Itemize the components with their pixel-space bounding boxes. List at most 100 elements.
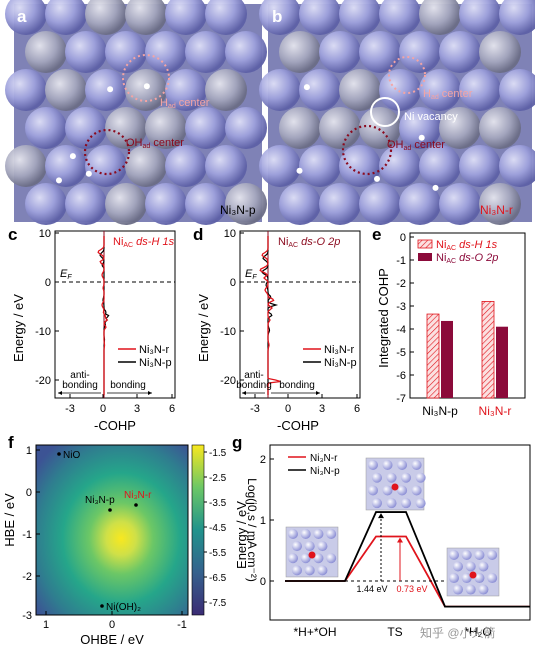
legend-swatch-o2p	[418, 253, 432, 261]
thumb-atom	[382, 460, 393, 470]
atom	[205, 145, 247, 187]
ytick-label-d: 0	[230, 277, 236, 289]
thumb-atom	[487, 550, 498, 560]
atom	[499, 145, 535, 187]
h-atom	[107, 86, 114, 93]
thumb-oxygen	[469, 571, 477, 579]
cohp-curve-r-c	[97, 236, 109, 395]
ytick-label-e: -1	[396, 255, 406, 267]
thumb-oxygen	[308, 551, 316, 559]
structure-thumb-final	[446, 547, 500, 597]
thumb-atom	[288, 529, 298, 539]
legend-h1s-e: NiAC ds-H 1s	[436, 239, 498, 252]
xtick-label-f: 1	[43, 619, 49, 631]
point-label-ni3n-p: Ni₃N-p	[85, 495, 115, 506]
ytick-label-e: -3	[396, 301, 406, 313]
thumb-atom	[461, 550, 472, 560]
h-atom	[418, 134, 425, 141]
had-center-ring-a	[122, 54, 170, 102]
panel-c: c Energy / eV -3 0 3 6 10 0 -10 -20 EF NiAC ds-…	[8, 225, 176, 433]
atom	[165, 145, 207, 187]
thumb-atom	[313, 529, 324, 539]
panel-label-d: d	[193, 225, 203, 244]
barrier-arrowhead-r	[397, 537, 403, 543]
legend-r-d: Ni₃N-r	[324, 344, 354, 356]
panel-label-e: e	[372, 225, 381, 244]
bonding-label-d: bonding	[279, 380, 315, 391]
atom	[145, 183, 187, 225]
cbtick-label: -6.5	[209, 573, 227, 584]
anti-bonding-label-c: bonding	[62, 380, 98, 391]
bar-h1s-1	[481, 300, 495, 399]
structure-thumb-ts	[365, 457, 426, 511]
bar-o2p-1	[496, 326, 508, 398]
panel-label-g: g	[232, 433, 242, 452]
atom	[205, 0, 247, 35]
anti-arrowhead-d	[242, 391, 246, 395]
atom	[459, 145, 501, 187]
atom	[25, 183, 67, 225]
atom	[319, 31, 361, 73]
thumb-atom	[411, 485, 422, 496]
atom	[299, 145, 341, 187]
thumb-atom	[313, 553, 324, 564]
atom	[459, 69, 501, 111]
ytick-label-g: 1	[260, 515, 266, 527]
xtick-label-c: 6	[169, 403, 175, 415]
ytick-label-f: -1	[22, 529, 32, 541]
thumb-atom	[368, 460, 378, 470]
h-atom	[69, 153, 76, 160]
thumb-atom	[372, 498, 382, 509]
xtick-label-c: -3	[65, 403, 75, 415]
cohp-curve-r-d	[259, 236, 281, 395]
had-center-label-b: Had center	[423, 88, 473, 101]
xtick-label-d: 3	[319, 403, 325, 415]
atom	[359, 31, 401, 73]
xlabel-f: OHBE / eV	[80, 632, 144, 647]
atom	[85, 69, 127, 111]
ylabel-c: Energy / eV	[11, 294, 26, 362]
point-nio	[57, 452, 61, 456]
atom	[299, 69, 341, 111]
legend-title-c: NiAC ds-H 1s	[113, 236, 175, 249]
atom	[225, 107, 267, 149]
thumb-atom	[397, 485, 408, 496]
thumb-atom	[415, 498, 426, 509]
atom	[65, 31, 107, 73]
ytick-label-e: -4	[396, 324, 406, 336]
ylabel-e: Integrated COHP	[376, 268, 391, 368]
thumb-atom	[453, 584, 463, 595]
thumb-atom	[411, 460, 422, 470]
cbtick-label: -3.5	[209, 498, 227, 509]
ylabel-f: HBE / eV	[2, 493, 17, 547]
ytick-label-f: -3	[22, 610, 32, 622]
thumb-atom	[465, 584, 476, 595]
atom	[479, 183, 521, 225]
atom	[65, 183, 107, 225]
ohad-center-ring-a	[83, 128, 131, 176]
cbtick-label: -5.5	[209, 548, 227, 559]
atom	[259, 0, 301, 35]
thumb-atom	[397, 460, 408, 470]
xtick-final: *H₂O	[464, 625, 491, 639]
panel-label-c: c	[8, 225, 17, 244]
atom	[419, 69, 461, 111]
panel-f: f HBE / eV 1 0 -1 1 0 -1 -2 -3 -1.5 -2.5 -3.5 -4.5…	[2, 433, 259, 647]
atom	[279, 31, 321, 73]
thumb-atom	[386, 498, 397, 509]
heatmap-f	[35, 444, 189, 616]
watermark: 知乎 @小火箭	[420, 625, 496, 640]
ytick-label-e: -7	[396, 393, 406, 405]
h-atom	[85, 170, 92, 177]
atom	[379, 145, 421, 187]
thumb-atom	[288, 553, 298, 564]
barrier-label-r: 0.73 eV	[396, 584, 427, 594]
legend-title-d: NiAC ds-O 2p	[278, 236, 340, 249]
thumb-atom	[304, 565, 315, 576]
colorbar-label-f: Log(j0,s / mA cm⁻²)	[245, 478, 259, 582]
atom	[185, 107, 227, 149]
atom	[145, 107, 187, 149]
legend-r-g: Ni₃N-r	[310, 453, 338, 464]
atom	[399, 31, 441, 73]
ylabel-d: Energy / eV	[196, 294, 211, 362]
